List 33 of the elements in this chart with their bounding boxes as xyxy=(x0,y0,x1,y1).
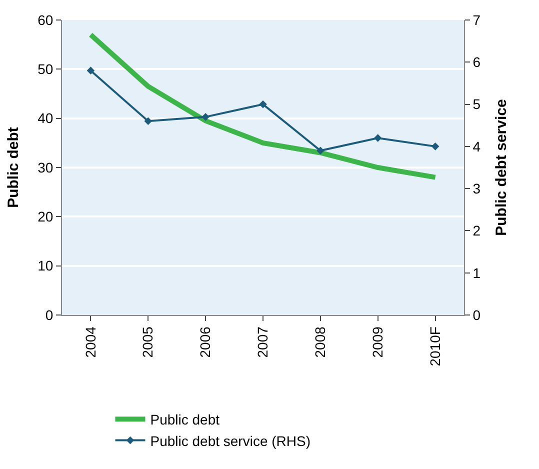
legend-label: Public debt service (RHS) xyxy=(150,432,311,449)
y2-tick-label: 5 xyxy=(472,96,481,112)
x-tick-label: 2004 xyxy=(82,326,98,358)
x-tick-label: 2005 xyxy=(140,326,156,358)
point xyxy=(431,142,440,150)
point xyxy=(259,100,267,108)
y2-tick-label: 6 xyxy=(472,54,481,70)
y-tick-label: 10 xyxy=(38,258,54,274)
point xyxy=(316,146,324,155)
y-tick-label: 30 xyxy=(38,159,54,176)
x-tick-label: 2006 xyxy=(197,326,214,358)
y2-tick-label: 7 xyxy=(472,12,481,28)
y-tick-label: 60 xyxy=(38,12,54,28)
legend-label: Public debt xyxy=(150,412,220,428)
y2-tick-label: 4 xyxy=(472,138,481,154)
y-tick-label: 50 xyxy=(38,61,54,78)
x-tick-label: 2008 xyxy=(312,326,328,358)
y-tick-label: 40 xyxy=(38,110,54,126)
point xyxy=(374,134,382,142)
x-tick-label: 2009 xyxy=(369,326,386,358)
y-tick-label: 20 xyxy=(38,208,54,225)
point xyxy=(86,66,95,74)
y2-axis-title: Public debt service xyxy=(492,99,510,236)
x-tick-label: 2010F xyxy=(426,326,443,366)
y2-tick-label: 3 xyxy=(472,180,481,196)
y-tick-label: 0 xyxy=(45,306,54,323)
y-axis-title: Public debt xyxy=(4,127,22,208)
point xyxy=(144,117,152,126)
y2-tick-label: 1 xyxy=(472,264,481,281)
point xyxy=(202,113,210,121)
x-tick-label: 2007 xyxy=(254,326,271,358)
y2-tick-label: 0 xyxy=(472,306,481,323)
y2-tick-label: 2 xyxy=(472,222,481,239)
